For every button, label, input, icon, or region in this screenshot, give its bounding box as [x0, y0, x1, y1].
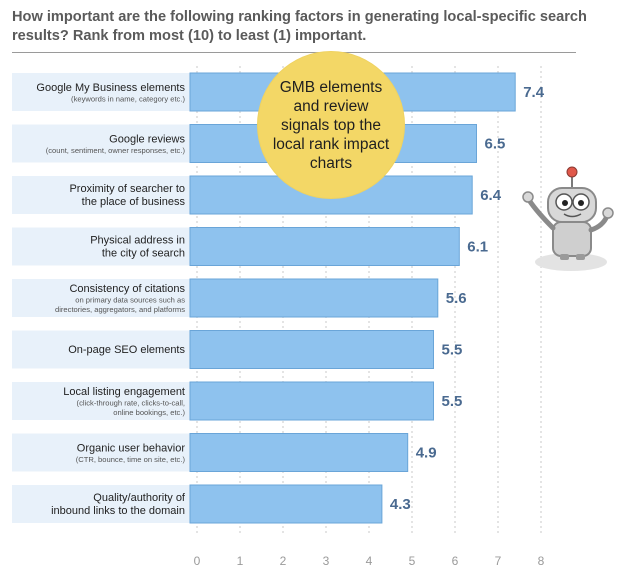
- bar: [189, 227, 460, 266]
- x-tick-label: 6: [452, 554, 459, 568]
- chart-title: How important are the following ranking …: [12, 9, 587, 44]
- category-sublabel: (count, sentiment, owner responses, etc.…: [46, 146, 186, 155]
- value-label: 6.5: [485, 136, 506, 153]
- category-label-bg: [12, 227, 197, 266]
- category-label: Google My Business elements: [36, 82, 185, 94]
- callout-circle: GMB elements and review signals top the …: [258, 52, 404, 198]
- category-label-bg: [12, 330, 197, 369]
- category-label: Quality/authority of: [93, 492, 186, 504]
- bar: [189, 278, 439, 318]
- category-sublabel: (keywords in name, category etc.): [71, 94, 185, 103]
- value-label: 5.5: [442, 342, 463, 359]
- category-label: Organic user behavior: [77, 442, 186, 454]
- category-label: the place of business: [82, 196, 186, 208]
- category-label: Local listing engagement: [63, 386, 185, 398]
- category-sublabel: (CTR, bounce, time on site, etc.): [76, 455, 186, 464]
- x-tick-label: 0: [194, 554, 201, 568]
- value-label: 4.9: [416, 445, 437, 462]
- bar: [189, 381, 434, 421]
- bar: [189, 330, 434, 369]
- x-tick-label: 8: [538, 554, 545, 568]
- title-divider: [12, 52, 576, 53]
- category-label: Proximity of searcher to: [69, 183, 185, 195]
- value-label: 6.1: [467, 239, 488, 256]
- x-tick-label: 3: [323, 554, 330, 568]
- category-label-bg: [12, 73, 197, 111]
- category-sublabel: on primary data sources such as: [75, 296, 185, 305]
- category-label: the city of search: [102, 248, 185, 260]
- bar: [189, 484, 383, 524]
- category-label-bg: [12, 485, 197, 523]
- category-label-bg: [12, 176, 197, 214]
- value-label: 5.6: [446, 290, 467, 307]
- bar: [189, 433, 409, 472]
- category-label: Physical address in: [90, 235, 185, 247]
- robot-mascot-icon: [522, 166, 614, 271]
- category-label: On-page SEO elements: [68, 344, 185, 356]
- category-sublabel: directories, aggregators, and platforms: [55, 305, 185, 314]
- category-label-bg: [12, 124, 197, 163]
- x-tick-label: 4: [366, 554, 373, 568]
- category-label-bg: [12, 382, 197, 420]
- category-label: Google reviews: [109, 133, 185, 145]
- callout-text: GMB elements and review signals top the …: [272, 78, 390, 172]
- category-label: inbound links to the domain: [51, 505, 185, 517]
- category-label-bg: [12, 433, 197, 472]
- value-label: 7.4: [523, 84, 545, 101]
- category-sublabel: online bookings, etc.): [113, 408, 185, 417]
- x-tick-label: 5: [409, 554, 416, 568]
- x-tick-label: 1: [237, 554, 244, 568]
- category-label-bg: [12, 279, 197, 317]
- x-tick-label: 2: [280, 554, 287, 568]
- x-tick-label: 7: [495, 554, 502, 568]
- category-sublabel: (click-through rate, clicks-to-call,: [77, 399, 185, 408]
- value-label: 4.3: [390, 496, 411, 513]
- value-label: 6.4: [480, 187, 502, 204]
- category-label: Consistency of citations: [69, 283, 185, 295]
- value-label: 5.5: [442, 393, 463, 410]
